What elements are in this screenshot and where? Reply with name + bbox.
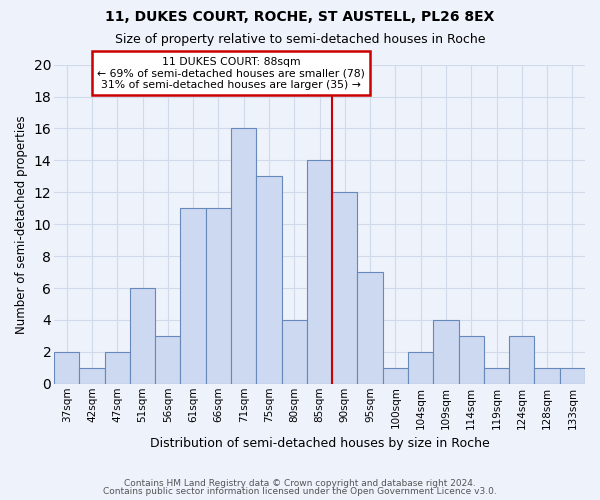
Bar xyxy=(332,192,358,384)
Bar xyxy=(104,352,130,384)
Bar xyxy=(231,128,256,384)
Bar xyxy=(79,368,104,384)
Bar xyxy=(433,320,458,384)
Text: Contains HM Land Registry data © Crown copyright and database right 2024.: Contains HM Land Registry data © Crown c… xyxy=(124,478,476,488)
Text: 11, DUKES COURT, ROCHE, ST AUSTELL, PL26 8EX: 11, DUKES COURT, ROCHE, ST AUSTELL, PL26… xyxy=(106,10,494,24)
Bar xyxy=(383,368,408,384)
Bar xyxy=(358,272,383,384)
Bar xyxy=(206,208,231,384)
Bar xyxy=(535,368,560,384)
Bar xyxy=(458,336,484,384)
Bar xyxy=(307,160,332,384)
Bar xyxy=(484,368,509,384)
Y-axis label: Number of semi-detached properties: Number of semi-detached properties xyxy=(15,115,28,334)
Bar xyxy=(408,352,433,384)
Bar xyxy=(54,352,79,384)
Bar xyxy=(281,320,307,384)
Text: Contains public sector information licensed under the Open Government Licence v3: Contains public sector information licen… xyxy=(103,487,497,496)
Bar xyxy=(130,288,155,384)
X-axis label: Distribution of semi-detached houses by size in Roche: Distribution of semi-detached houses by … xyxy=(149,437,490,450)
Bar xyxy=(560,368,585,384)
Text: 11 DUKES COURT: 88sqm
← 69% of semi-detached houses are smaller (78)
31% of semi: 11 DUKES COURT: 88sqm ← 69% of semi-deta… xyxy=(97,56,365,90)
Bar xyxy=(181,208,206,384)
Bar xyxy=(509,336,535,384)
Text: Size of property relative to semi-detached houses in Roche: Size of property relative to semi-detach… xyxy=(115,32,485,46)
Bar xyxy=(256,176,281,384)
Bar xyxy=(155,336,181,384)
